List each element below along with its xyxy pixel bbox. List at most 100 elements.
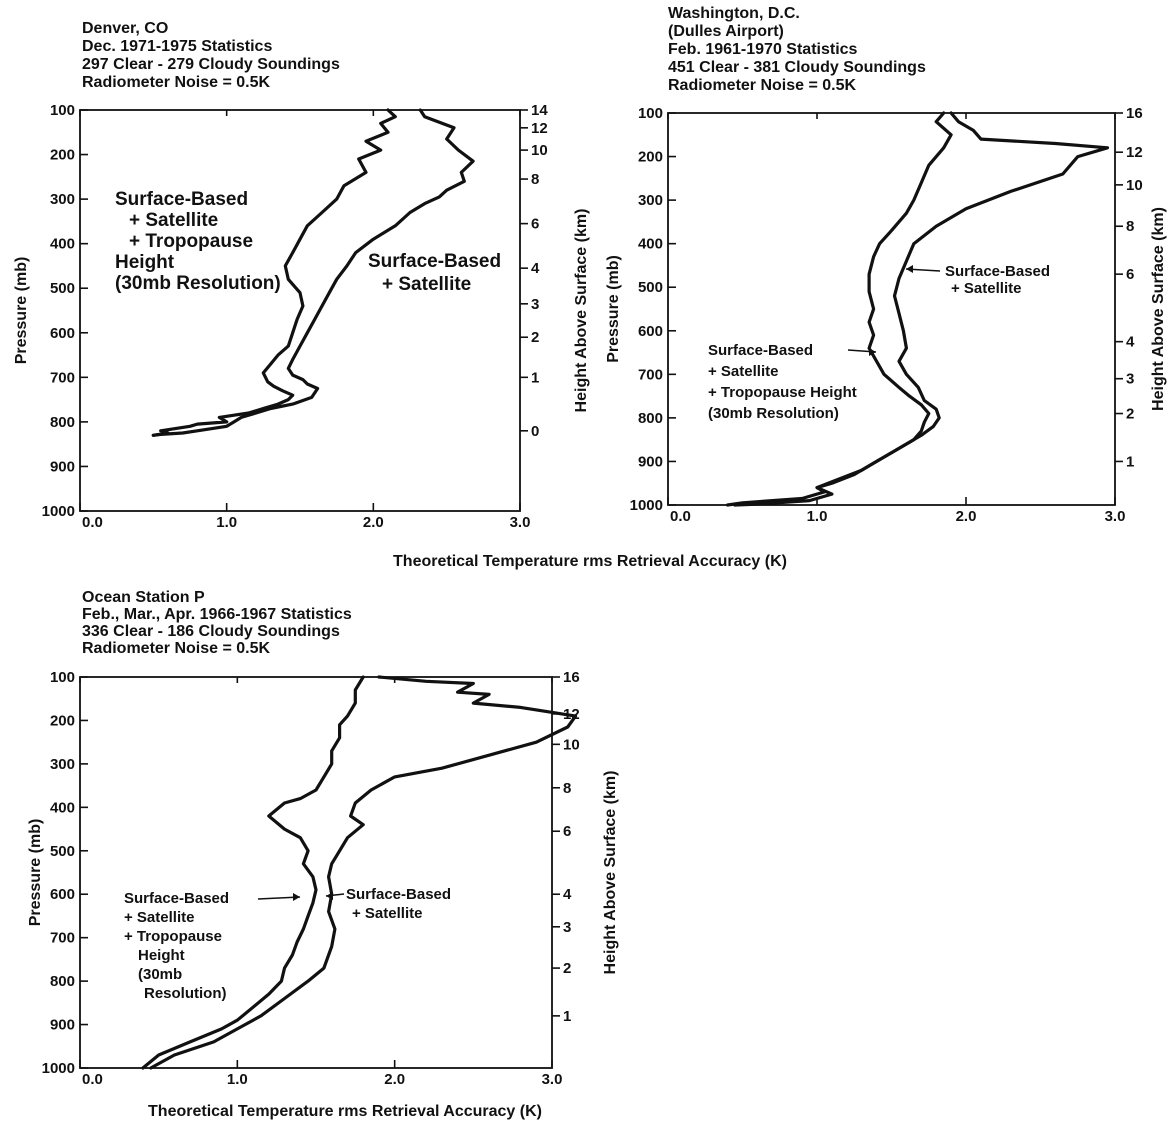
y2-tick-label: 12 [531,120,548,137]
y-tick-label: 600 [50,325,75,342]
y-tick-label: 700 [50,369,75,386]
y-tick-label: 1000 [42,503,75,520]
y2-tick-label: 1 [1126,453,1134,470]
annotation-line: Surface-Based [368,251,501,272]
y-tick-label: 700 [638,366,663,383]
y-axis-label: Pressure (mb) [605,255,622,363]
y-tick-label: 200 [50,712,75,729]
annotation-line: + Satellite [708,363,778,380]
plot-frame [667,112,1116,506]
y2-tick-label: 14 [531,102,548,119]
annotation-line: + Satellite [382,274,471,295]
y2-tick-label: 16 [1126,105,1143,122]
y2-tick-label: 8 [563,780,571,797]
annotation-line: + Tropopause Height [708,384,857,401]
annotation-line: + Tropopause [124,928,222,945]
chart-header-line: (Dulles Airport) [668,23,784,40]
annotation-line: + Satellite [124,909,194,926]
x-axis-label: Theoretical Temperature rms Retrieval Ac… [148,1103,542,1120]
curve-annotation: Surface-Based + Satellite [945,263,1050,297]
annotation-line: (30mb Resolution) [708,405,839,422]
annotation-line: Resolution) [144,985,227,1002]
annotation-arrowhead [293,893,300,901]
y2-tick-label: 6 [563,823,571,840]
y-tick-label: 1000 [42,1060,75,1077]
chart-header-line: 336 Clear - 186 Cloudy Soundings [82,623,340,640]
x-tick-label: 0.0 [82,1071,103,1088]
y2-tick-label: 4 [531,260,540,277]
x-tick-label: 2.0 [384,1071,405,1088]
y-tick-label: 600 [638,323,663,340]
chart-header-line: Ocean Station P [82,589,205,606]
y2-tick-label: 6 [531,216,539,233]
annotation-line: Height [138,947,185,964]
y-axis-label: Pressure (mb) [27,819,44,927]
y-tick-label: 700 [50,930,75,947]
y2-tick-label: 3 [563,919,571,936]
series-line-2 [151,108,475,437]
x-tick-label: 1.0 [807,508,828,525]
x-tick-label: 2.0 [363,514,384,531]
y-tick-label: 300 [50,191,75,208]
x-tick-label: 3.0 [542,1071,563,1088]
annotation-line: Surface-Based [115,189,248,210]
y2-tick-label: 4 [1126,334,1135,351]
x-tick-label: 3.0 [510,514,531,531]
y2-tick-label: 10 [1126,177,1143,194]
y-tick-label: 800 [50,973,75,990]
annotation-line: + Tropopause [129,231,253,252]
curve-annotation: Surface-Based + Satellite + Tropopause Heig… [115,189,281,294]
y2-tick-label: 2 [563,960,571,977]
y-tick-label: 300 [50,756,75,773]
y-tick-label: 200 [638,149,663,166]
y2-tick-label: 1 [531,369,539,386]
curve-annotation: Surface-Based + Satellite + Tropopause Hei… [708,342,857,422]
y2-axis-label: Height Above Surface (km) [573,209,590,413]
annotation-line: + Satellite [129,210,218,231]
chart-header-line: Radiometer Noise = 0.5K [82,74,271,91]
y2-tick-label: 8 [1126,218,1134,235]
x-tick-label: 3.0 [1105,508,1126,525]
y2-tick-label: 10 [563,736,580,753]
shared-x-axis-label: Theoretical Temperature rms Retrieval Ac… [393,553,787,570]
curve-annotation: Surface-Based + Satellite [346,886,451,922]
series-line-2 [733,111,1110,507]
y2-tick-label: 6 [1126,266,1134,283]
y2-tick-label: 0 [531,423,539,440]
annotation-line: + Satellite [352,905,422,922]
y2-tick-label: 16 [563,669,580,686]
chart-header-line: 451 Clear - 381 Cloudy Soundings [668,59,926,76]
annotation-line: + Satellite [951,280,1021,297]
y-tick-label: 800 [638,410,663,427]
x-tick-label: 2.0 [956,508,977,525]
y-tick-label: 400 [638,236,663,253]
y2-axis-label: Height Above Surface (km) [1150,207,1167,411]
annotation-line: Height [115,252,175,273]
y2-axis-label: Height Above Surface (km) [602,771,619,975]
y-tick-label: 900 [50,458,75,475]
curve-annotation: Surface-Based + Satellite [368,251,501,295]
y-tick-label: 1000 [630,497,663,514]
y2-tick-label: 3 [1126,371,1134,388]
series-line-2 [149,675,578,1070]
chart-washington: Washington, D.C.(Dulles Airport)Feb. 196… [605,5,1167,525]
y-tick-label: 100 [50,102,75,119]
annotation-arrowhead [869,348,876,356]
y2-tick-label: 4 [563,886,572,903]
y2-tick-label: 1 [563,1008,571,1025]
y-tick-label: 400 [50,799,75,816]
y2-tick-label: 10 [531,142,548,159]
annotation-arrowhead [906,265,913,273]
y-tick-label: 300 [638,192,663,209]
chart-header-line: Radiometer Noise = 0.5K [668,77,857,94]
y-tick-label: 200 [50,147,75,164]
annotation-line: Surface-Based [708,342,813,359]
x-tick-label: 0.0 [670,508,691,525]
y-tick-label: 500 [50,843,75,860]
y-tick-label: 900 [50,1017,75,1034]
y2-tick-label: 8 [531,171,539,188]
y2-tick-label: 12 [1126,144,1143,161]
annotation-arrowhead [326,892,333,900]
